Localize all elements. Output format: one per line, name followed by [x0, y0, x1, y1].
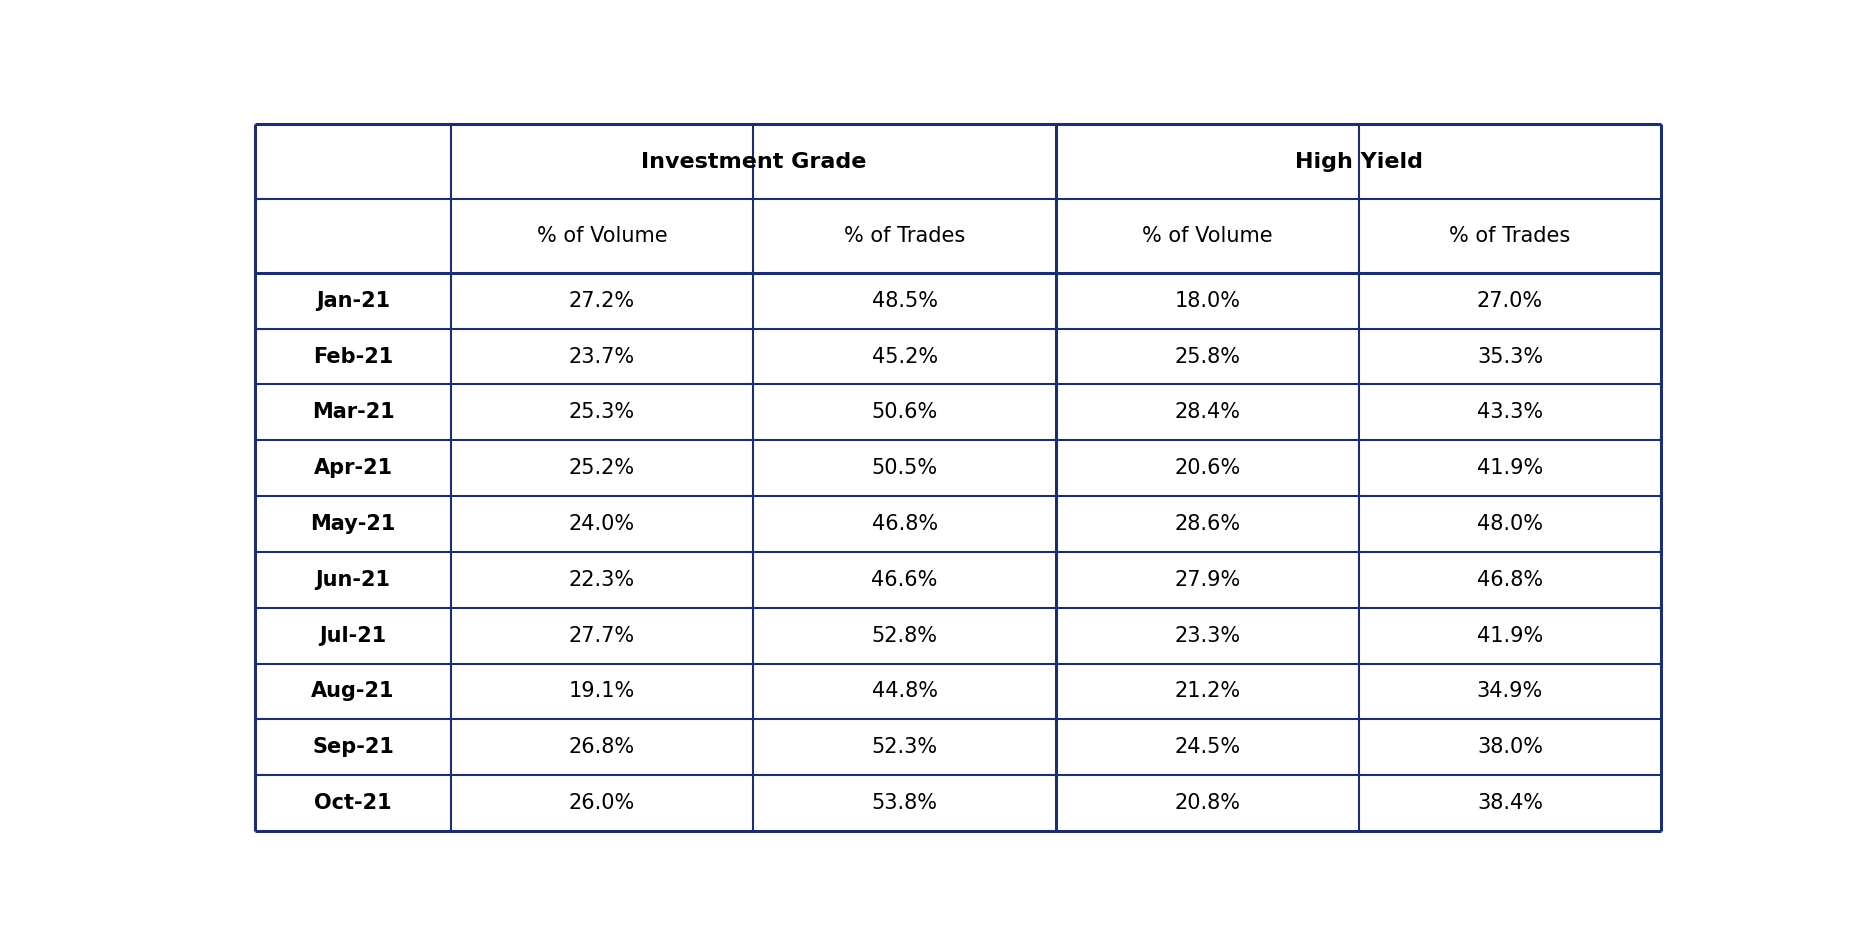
Text: 27.9%: 27.9%: [1174, 569, 1240, 589]
Text: 43.3%: 43.3%: [1477, 402, 1543, 422]
Text: 26.8%: 26.8%: [568, 737, 636, 758]
Text: Jun-21: Jun-21: [316, 569, 391, 589]
Text: % of Trades: % of Trades: [1449, 226, 1571, 246]
Text: High Yield: High Yield: [1294, 151, 1423, 171]
Text: 44.8%: 44.8%: [871, 681, 937, 702]
Text: 34.9%: 34.9%: [1477, 681, 1543, 702]
Text: 18.0%: 18.0%: [1174, 290, 1240, 310]
Text: 50.6%: 50.6%: [871, 402, 939, 422]
Text: 46.6%: 46.6%: [871, 569, 939, 589]
Text: 28.6%: 28.6%: [1174, 514, 1240, 534]
Text: 46.8%: 46.8%: [1477, 569, 1543, 589]
Text: 41.9%: 41.9%: [1477, 458, 1543, 478]
Text: 24.0%: 24.0%: [568, 514, 636, 534]
Text: 25.8%: 25.8%: [1174, 346, 1240, 366]
Text: 20.6%: 20.6%: [1174, 458, 1240, 478]
Text: 38.4%: 38.4%: [1477, 793, 1543, 814]
Text: % of Volume: % of Volume: [537, 226, 668, 246]
Text: Jan-21: Jan-21: [316, 290, 391, 310]
Text: 25.3%: 25.3%: [568, 402, 636, 422]
Text: 25.2%: 25.2%: [568, 458, 636, 478]
Text: Investment Grade: Investment Grade: [641, 151, 866, 171]
Text: Mar-21: Mar-21: [312, 402, 395, 422]
Text: Apr-21: Apr-21: [314, 458, 393, 478]
Text: 26.0%: 26.0%: [568, 793, 636, 814]
Text: 20.8%: 20.8%: [1174, 793, 1240, 814]
Text: 52.8%: 52.8%: [871, 625, 937, 646]
Text: 46.8%: 46.8%: [871, 514, 937, 534]
Text: % of Trades: % of Trades: [843, 226, 965, 246]
Text: 27.0%: 27.0%: [1477, 290, 1543, 310]
Text: Feb-21: Feb-21: [312, 346, 393, 366]
Text: % of Volume: % of Volume: [1143, 226, 1273, 246]
Text: 19.1%: 19.1%: [568, 681, 636, 702]
Text: 23.3%: 23.3%: [1174, 625, 1240, 646]
Text: 24.5%: 24.5%: [1174, 737, 1240, 758]
Text: 21.2%: 21.2%: [1174, 681, 1240, 702]
Text: Jul-21: Jul-21: [320, 625, 387, 646]
Text: 48.0%: 48.0%: [1477, 514, 1543, 534]
Text: Aug-21: Aug-21: [312, 681, 395, 702]
Text: 53.8%: 53.8%: [871, 793, 937, 814]
Text: 52.3%: 52.3%: [871, 737, 937, 758]
Text: 38.0%: 38.0%: [1477, 737, 1543, 758]
Text: 23.7%: 23.7%: [568, 346, 636, 366]
Text: 48.5%: 48.5%: [871, 290, 937, 310]
Text: 35.3%: 35.3%: [1477, 346, 1543, 366]
Text: 45.2%: 45.2%: [871, 346, 937, 366]
Text: Sep-21: Sep-21: [312, 737, 395, 758]
Text: 22.3%: 22.3%: [568, 569, 636, 589]
Text: 27.7%: 27.7%: [568, 625, 636, 646]
Text: 28.4%: 28.4%: [1174, 402, 1240, 422]
Text: 41.9%: 41.9%: [1477, 625, 1543, 646]
Text: 27.2%: 27.2%: [568, 290, 636, 310]
Text: May-21: May-21: [310, 514, 396, 534]
Text: 50.5%: 50.5%: [871, 458, 937, 478]
Text: Oct-21: Oct-21: [314, 793, 393, 814]
